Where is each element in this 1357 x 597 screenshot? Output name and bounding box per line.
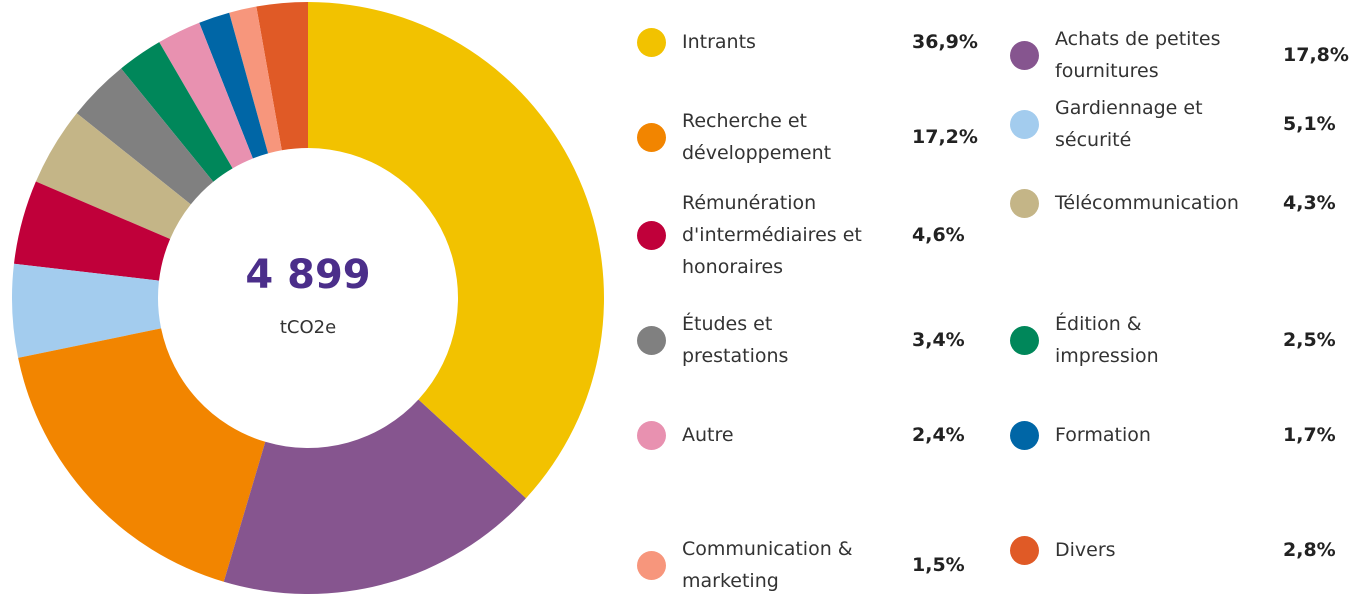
- legend-swatch: [1010, 325, 1039, 355]
- legend-label: Gardiennage et sécurité: [1055, 97, 1203, 151]
- legend-label: Autre: [682, 424, 734, 446]
- donut-slice: [76, 68, 214, 205]
- value-label: 36,9%: [912, 31, 978, 53]
- legend-swatch: [1010, 40, 1039, 70]
- legend-swatch: [637, 122, 666, 152]
- value-label: 1,7%: [1283, 424, 1336, 446]
- legend-label: Télécommunication: [1055, 192, 1239, 214]
- value-label: 4,6%: [912, 224, 965, 246]
- donut-slice: [256, 2, 308, 151]
- donut-slice: [159, 22, 253, 169]
- center-value: 4 899: [245, 252, 370, 298]
- donut-slice: [199, 12, 269, 159]
- legend-item: Édition & impression 2,5%: [1010, 308, 1336, 372]
- legend-item: Achats de petites fournitures 17,8%: [1010, 23, 1349, 87]
- center-unit: tCO2e: [280, 317, 336, 338]
- donut-slice: [121, 42, 233, 182]
- legend-item: Autre 2,4%: [637, 419, 965, 451]
- legend-item: Intrants 36,9%: [637, 26, 978, 58]
- legend-item: Rémunération d'intermédiaires et honorai…: [637, 187, 965, 283]
- legend-item: Communication & marketing 1,5%: [637, 533, 965, 597]
- legend-label: Achats de petites fournitures: [1055, 28, 1221, 82]
- value-label: 1,5%: [912, 554, 965, 576]
- value-label: 17,2%: [912, 126, 978, 148]
- legend-swatch: [1010, 109, 1039, 139]
- legend-swatch: [637, 325, 666, 355]
- legend-swatch: [1010, 420, 1039, 450]
- value-label: 5,1%: [1283, 113, 1336, 135]
- legend-item: Divers 2,8%: [1010, 534, 1336, 566]
- legend-item: Formation 1,7%: [1010, 419, 1336, 451]
- donut-slice: [223, 399, 526, 594]
- value-label: 2,8%: [1283, 539, 1336, 561]
- legend-swatch: [637, 420, 666, 450]
- legend-item: Télécommunication 4,3%: [1010, 187, 1336, 219]
- legend-swatch: [637, 550, 666, 580]
- legend-swatch: [637, 27, 666, 57]
- legend-label: Édition & impression: [1055, 313, 1159, 367]
- legend-item: Études et prestations 3,4%: [637, 308, 965, 372]
- value-label: 17,8%: [1283, 44, 1349, 66]
- donut-slice: [229, 6, 282, 154]
- legend-label: Communication & marketing: [682, 538, 853, 592]
- legend-swatch: [637, 220, 666, 250]
- value-label: 3,4%: [912, 329, 965, 351]
- donut-slice: [12, 263, 162, 358]
- value-label: 4,3%: [1283, 192, 1336, 214]
- legend-swatch: [1010, 535, 1039, 565]
- donut-slice: [35, 113, 191, 239]
- legend-item: Gardiennage et sécurité 5,1%: [1010, 92, 1336, 156]
- donut-slice: [308, 2, 604, 499]
- donut-slice: [18, 328, 266, 582]
- legend-swatch: [1010, 188, 1039, 218]
- legend-label: Recherche et développement: [682, 110, 832, 164]
- donut-slice: [13, 181, 171, 281]
- donut-chart: 4 899 tCO2e: [12, 2, 604, 594]
- legend-label: Intrants: [682, 31, 756, 53]
- value-label: 2,4%: [912, 424, 965, 446]
- value-label: 2,5%: [1283, 329, 1336, 351]
- legend-label: Formation: [1055, 424, 1151, 446]
- legend-label: Rémunération d'intermédiaires et honorai…: [682, 192, 862, 278]
- legend-item: Recherche et développement 17,2%: [637, 105, 978, 169]
- legend-label: Divers: [1055, 539, 1116, 561]
- legend-label: Études et prestations: [682, 313, 789, 367]
